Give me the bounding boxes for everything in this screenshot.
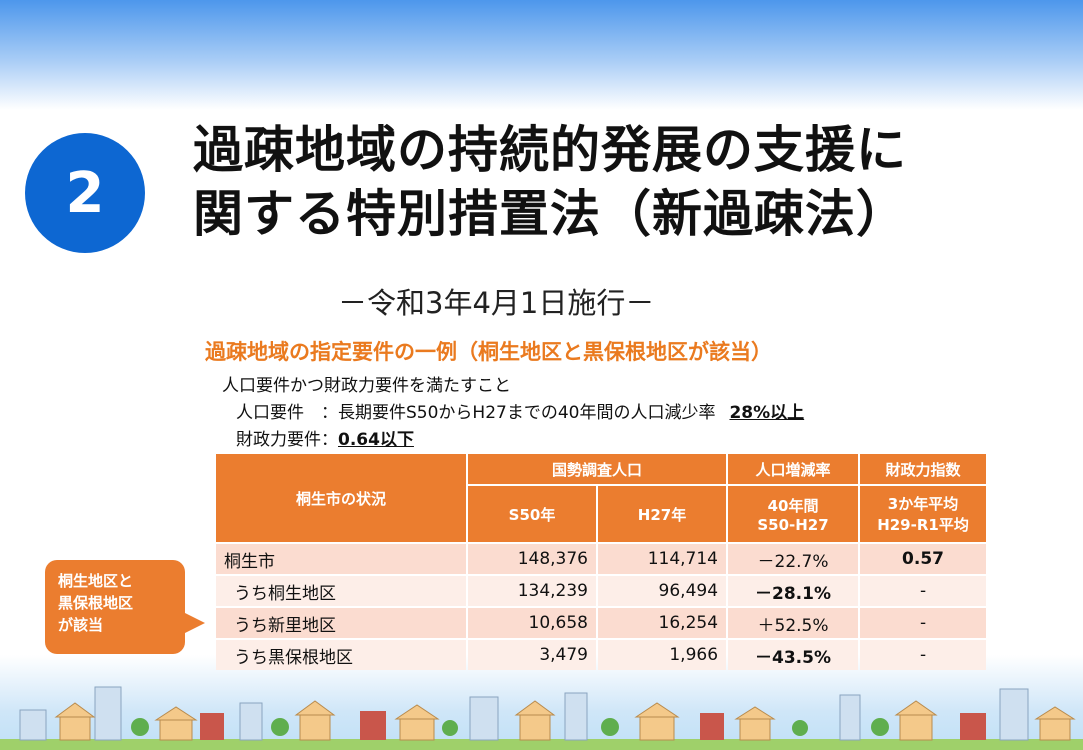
row-s50: 3,479 (468, 640, 596, 670)
kiryu-status-table: 桐生市の状況 国勢調査人口 人口増減率 財政力指数 S50年 H27年 40年間… (214, 452, 988, 672)
row-h27: 16,254 (598, 608, 727, 638)
row-fiscal: - (860, 576, 987, 606)
conditions-line-1: 人口要件かつ財政力要件を満たすこと (222, 376, 511, 396)
row-h27: 114,714 (598, 544, 727, 574)
row-fiscal: 0.57 (860, 544, 987, 574)
subheader-h27: H27年 (598, 486, 727, 542)
title-line-1: 過疎地域の持続的発展の支援に (193, 121, 907, 179)
row-name: うち新里地区 (216, 608, 466, 638)
table-row: うち桐生地区 134,239 96,494 －28.1% - (216, 576, 987, 606)
table-row: 桐生市 148,376 114,714 －22.7% 0.57 (216, 544, 987, 574)
section-number-badge: 2 (25, 133, 145, 253)
subheader-fiscal-line1: 3か年平均 (887, 495, 959, 513)
row-s50: 134,239 (468, 576, 596, 606)
enforcement-date-subtitle: －令和3年4月1日施行－ (338, 286, 655, 320)
population-requirement-value: 28%以上 (729, 403, 805, 423)
subheader-change-line1: 40年間 (767, 496, 819, 515)
header-status: 桐生市の状況 (216, 454, 466, 542)
page-title: 過疎地域の持続的発展の支援に 関する特別措置法（新過疎法） (193, 118, 1073, 246)
row-rate: －28.1% (728, 576, 859, 606)
row-name: うち黒保根地区 (216, 640, 466, 670)
table-row: うち黒保根地区 3,479 1,966 －43.5% - (216, 640, 987, 670)
subheader-fiscal-line2: H29-R1平均 (877, 516, 969, 534)
row-s50: 10,658 (468, 608, 596, 638)
conditions-heading: 過疎地域の指定要件の一例（桐生地区と黒保根地区が該当） (205, 340, 772, 364)
header-census: 国勢調査人口 (468, 454, 727, 484)
callout-line-1: 桐生地区と (58, 572, 134, 590)
population-requirement: 人口要件 ：長期要件S50からH27までの40年間の人口減少率 28%以上 (236, 398, 804, 423)
row-fiscal: - (860, 640, 987, 670)
callout-line-2: 黒保根地区 (58, 594, 134, 612)
title-line-2: 関する特別措置法（新過疎法） (193, 185, 907, 243)
population-requirement-label: 人口要件 ：長期要件S50からH27までの40年間の人口減少率 (236, 403, 716, 423)
row-rate: －43.5% (728, 640, 859, 670)
row-h27: 1,966 (598, 640, 727, 670)
table-row: うち新里地区 10,658 16,254 ＋52.5% - (216, 608, 987, 638)
row-h27: 96,494 (598, 576, 727, 606)
header-change: 人口増減率 (728, 454, 859, 484)
row-name: うち桐生地区 (216, 576, 466, 606)
sky-gradient-background (0, 0, 1083, 110)
applicable-districts-callout: 桐生地区と 黒保根地区 が該当 (45, 560, 205, 654)
row-rate: －22.7% (728, 544, 859, 574)
row-s50: 148,376 (468, 544, 596, 574)
townscape-illustration (0, 686, 1083, 750)
fiscal-requirement-label: 財政力要件： (236, 430, 338, 450)
fiscal-requirement-value: 0.64以下 (338, 430, 414, 450)
header-fiscal: 財政力指数 (860, 454, 987, 484)
row-rate: ＋52.5% (728, 608, 859, 638)
fiscal-requirement: 財政力要件：0.64以下 (236, 425, 414, 450)
row-fiscal: - (860, 608, 987, 638)
subheader-fiscal: 3か年平均 H29-R1平均 (860, 486, 987, 542)
subheader-change-line2: S50-H27 (757, 515, 829, 534)
callout-line-3: が該当 (58, 616, 104, 634)
subheader-change: 40年間 S50-H27 (728, 486, 859, 542)
subheader-s50: S50年 (468, 486, 596, 542)
row-name: 桐生市 (216, 544, 466, 574)
